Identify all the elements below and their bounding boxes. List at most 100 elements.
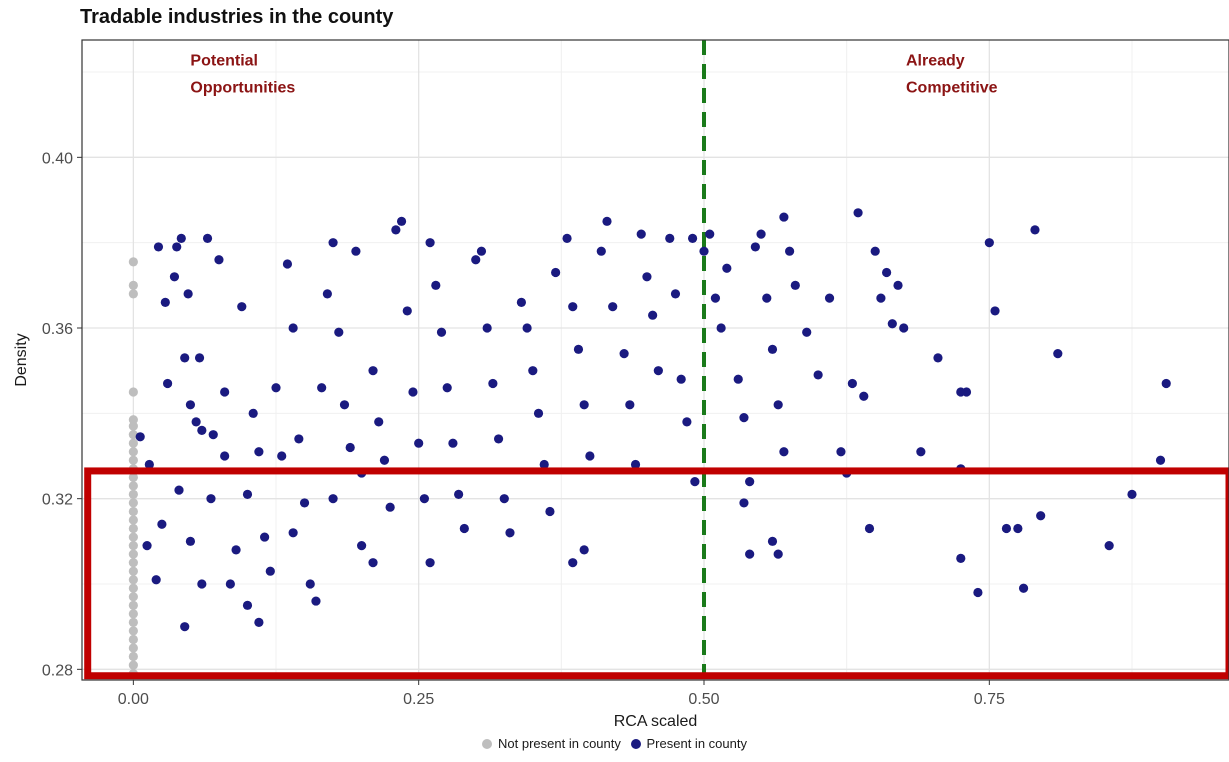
point-present — [357, 541, 367, 551]
point-present — [790, 280, 800, 290]
point-present — [579, 545, 589, 555]
point-present — [745, 549, 755, 559]
point-present — [813, 370, 823, 380]
point-present — [208, 430, 218, 440]
point-present — [265, 566, 275, 576]
point-present — [142, 541, 152, 551]
point-present — [1001, 523, 1012, 534]
legend: Not present in county Present in county — [0, 736, 1229, 752]
annotations: Potential Opportunities Already Competitive — [190, 53, 997, 97]
point-present — [533, 408, 544, 418]
legend-item-present: Present in county — [630, 736, 747, 751]
point-present — [690, 477, 700, 487]
point-present — [206, 494, 216, 504]
point-present — [876, 293, 886, 303]
point-present — [385, 502, 395, 512]
point-present — [482, 323, 492, 333]
point-not-present — [128, 289, 138, 299]
point-present — [773, 549, 783, 559]
scatter-plot: 0.00 0.25 0.50 0.75 0.28 0.32 0.36 0.40 RCA scal… — [13, 39, 1229, 730]
point-not-present — [128, 634, 138, 645]
point-present — [488, 378, 498, 389]
point-present — [396, 216, 407, 226]
point-present — [887, 319, 897, 329]
point-not-present — [128, 558, 138, 568]
point-present — [153, 242, 164, 252]
point-present — [180, 622, 190, 632]
point-present — [254, 447, 264, 457]
point-present — [379, 455, 390, 465]
y-tick-label: 0.40 — [42, 150, 73, 167]
point-present — [619, 349, 629, 359]
point-present — [157, 519, 167, 529]
point-present — [431, 280, 441, 290]
point-present — [573, 344, 584, 354]
point-not-present — [128, 472, 138, 482]
point-present — [785, 246, 795, 256]
point-present — [916, 447, 926, 457]
point-present — [242, 489, 253, 499]
point-present — [516, 297, 526, 307]
point-not-present — [128, 617, 138, 628]
point-present — [687, 233, 698, 243]
point-present — [562, 233, 572, 243]
point-present — [882, 267, 892, 278]
point-present — [973, 587, 983, 598]
point-present — [368, 366, 378, 376]
point-present — [779, 447, 789, 457]
legend-item-not-present: Not present in county — [482, 736, 621, 751]
point-present — [710, 293, 721, 303]
point-present — [282, 259, 293, 269]
data-points — [128, 208, 1171, 679]
point-present — [194, 353, 205, 363]
point-present — [225, 579, 235, 589]
point-not-present — [128, 549, 138, 559]
point-present — [870, 246, 880, 256]
point-present — [716, 323, 726, 333]
point-present — [311, 596, 321, 606]
x-tick-label: 0.75 — [974, 691, 1005, 708]
point-present — [425, 238, 435, 248]
point-present — [699, 246, 709, 256]
point-present — [242, 600, 253, 610]
point-not-present — [128, 481, 138, 491]
point-present — [505, 528, 515, 538]
point-present — [288, 528, 298, 538]
point-present — [391, 225, 401, 235]
point-present — [608, 302, 618, 312]
point-present — [756, 229, 766, 239]
point-present — [853, 208, 863, 218]
point-present — [539, 459, 549, 470]
point-present — [722, 263, 732, 273]
point-present — [893, 280, 903, 290]
axes: 0.00 0.25 0.50 0.75 0.28 0.32 0.36 0.40 RCA scal… — [13, 39, 1229, 730]
point-not-present — [128, 660, 138, 670]
point-present — [859, 391, 869, 401]
point-present — [374, 417, 384, 427]
point-present — [180, 353, 190, 363]
point-present — [454, 489, 464, 499]
point-present — [174, 485, 184, 495]
point-present — [254, 617, 264, 628]
point-not-present — [128, 498, 138, 508]
point-present — [277, 451, 287, 461]
point-present — [448, 438, 458, 448]
annotation-potential-opportunities: Opportunities — [190, 80, 295, 97]
point-present — [248, 408, 258, 418]
point-present — [237, 302, 247, 312]
point-present — [676, 374, 686, 384]
x-tick-label: 0.00 — [118, 691, 149, 708]
point-present — [183, 289, 193, 299]
point-present — [317, 383, 327, 393]
point-not-present — [128, 415, 138, 425]
point-present — [762, 293, 772, 303]
point-not-present — [128, 600, 138, 610]
point-present — [1155, 455, 1166, 465]
point-present — [864, 523, 875, 534]
annotation-potential-opportunities: Potential — [190, 53, 258, 70]
grid-lines — [82, 40, 1229, 680]
point-present — [459, 523, 469, 534]
point-present — [1030, 225, 1040, 235]
point-not-present — [128, 592, 138, 602]
point-present — [1013, 523, 1023, 534]
